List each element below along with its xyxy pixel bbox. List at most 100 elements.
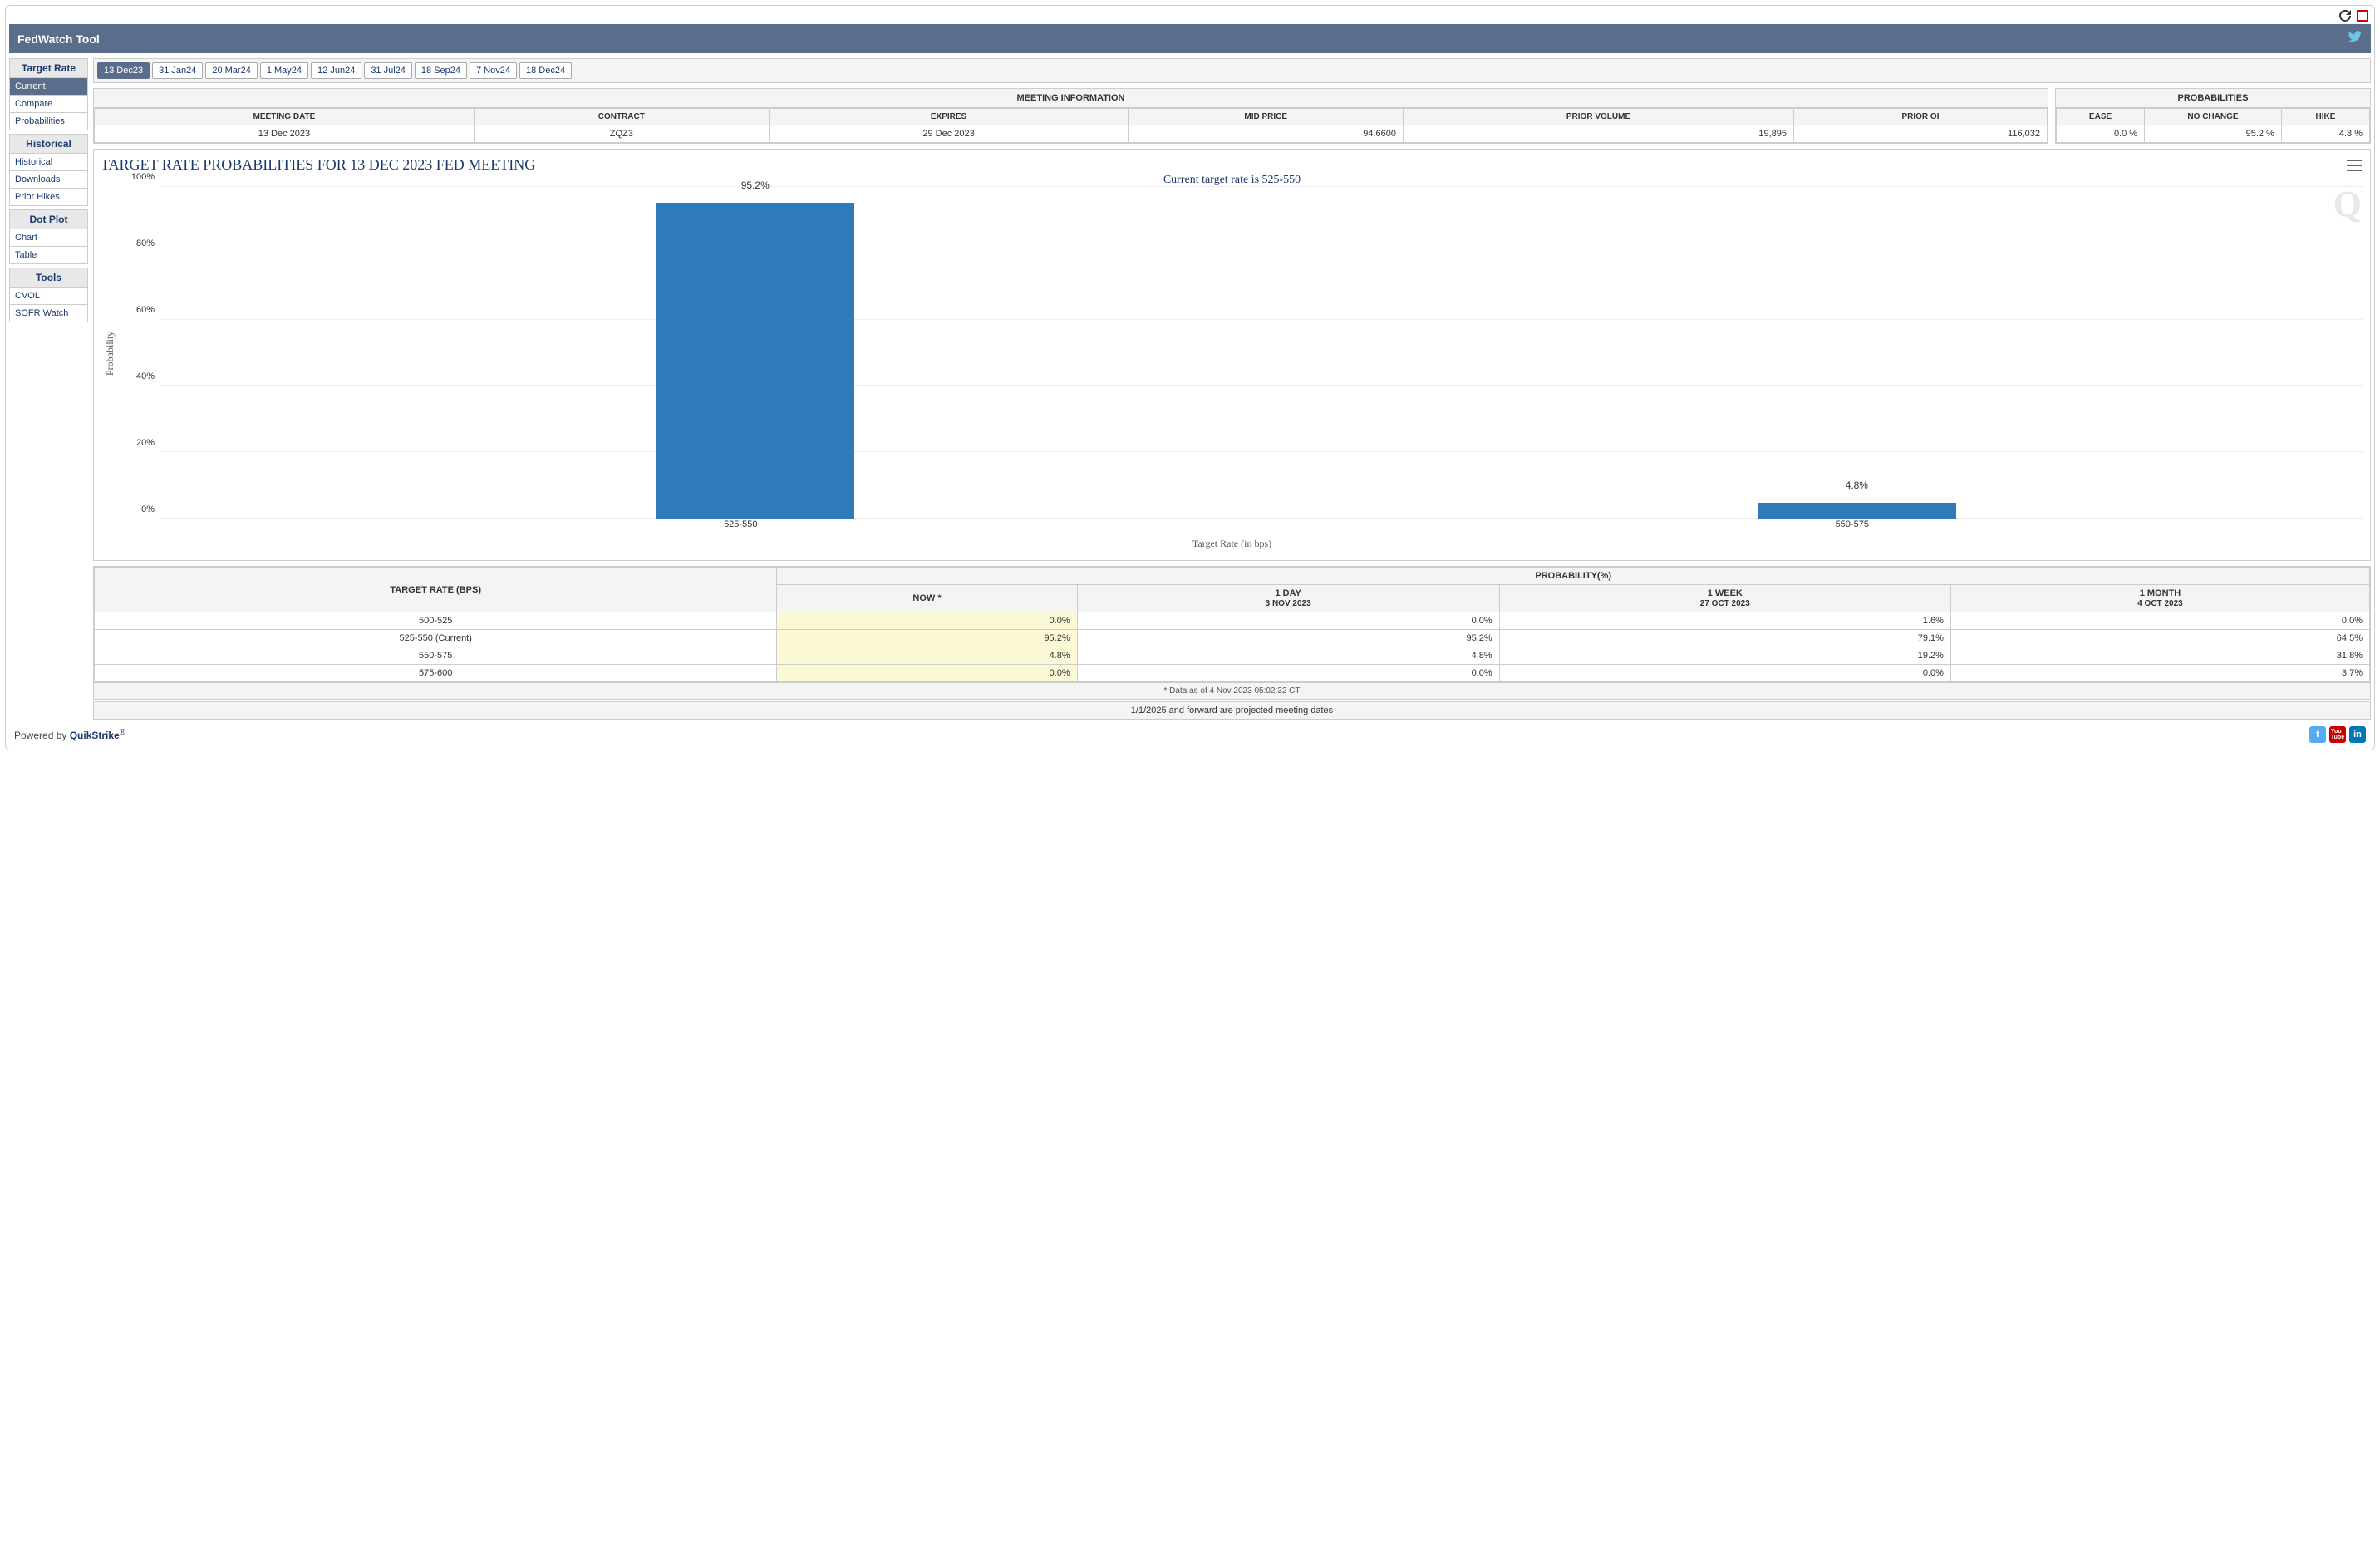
twitter-icon[interactable] (2348, 29, 2363, 48)
cell: 0.0% (777, 612, 1077, 630)
col-header: MEETING DATE (95, 109, 475, 125)
chart-xlabel: Target Rate (in bps) (101, 534, 2363, 553)
cell: 64.5% (1950, 630, 2369, 647)
cell: 0.0% (777, 665, 1077, 682)
cell: 0.0% (1077, 612, 1499, 630)
sidebar-item-current[interactable]: Current (9, 78, 88, 96)
tab-31jan24[interactable]: 31 Jan24 (152, 62, 203, 79)
meeting-info-title: MEETING INFORMATION (94, 89, 2048, 108)
sidebar-item-sofr-watch[interactable]: SOFR Watch (9, 305, 88, 322)
row-label: 500-525 (95, 612, 777, 630)
chart-bar (1758, 503, 1956, 519)
sidebar-item-downloads[interactable]: Downloads (9, 171, 88, 189)
cell: ZQZ3 (474, 125, 769, 143)
col-header: NOW * (777, 585, 1077, 612)
bar-value-label: 4.8% (1846, 479, 1868, 491)
sidebar-item-historical[interactable]: Historical (9, 154, 88, 171)
ytick: 60% (136, 305, 155, 315)
xtick: 550-575 (1836, 519, 1869, 529)
xtick: 525-550 (724, 519, 757, 529)
tab-18sep24[interactable]: 18 Sep24 (415, 62, 467, 79)
sidebar-item-compare[interactable]: Compare (9, 96, 88, 113)
chart-panel: TARGET RATE PROBABILITIES FOR 13 DEC 202… (93, 149, 2371, 561)
sidebar-header: Tools (9, 268, 88, 288)
table-footnote: * Data as of 4 Nov 2023 05:02:32 CT (94, 682, 2370, 699)
cell: 0.0 % (2057, 125, 2145, 143)
probability-table: TARGET RATE (BPS)PROBABILITY(%)NOW *1 DA… (93, 566, 2371, 700)
tab-12jun24[interactable]: 12 Jun24 (311, 62, 361, 79)
col-header: CONTRACT (474, 109, 769, 125)
twitter-social-icon[interactable]: t (2309, 726, 2326, 743)
col-header: HIKE (2281, 109, 2369, 125)
tab-20mar24[interactable]: 20 Mar24 (205, 62, 257, 79)
pdf-icon[interactable] (2356, 9, 2369, 22)
sidebar-header: Dot Plot (9, 209, 88, 229)
chart-bar (656, 203, 854, 519)
date-tabs: 13 Dec2331 Jan2420 Mar241 May2412 Jun243… (93, 58, 2371, 83)
projection-note: 1/1/2025 and forward are projected meeti… (93, 701, 2371, 720)
chart-menu-icon[interactable] (2345, 156, 2363, 173)
ytick: 80% (136, 238, 155, 248)
cell: 4.8% (777, 647, 1077, 665)
col-header: PROBABILITY(%) (777, 568, 2370, 585)
probabilities-panel: PROBABILITIES EASENO CHANGEHIKE0.0 %95.2… (2055, 88, 2371, 144)
app-title: FedWatch Tool (17, 32, 100, 46)
cell: 1.6% (1499, 612, 1950, 630)
ytick: 40% (136, 371, 155, 381)
cell: 4.8% (1077, 647, 1499, 665)
row-label: 550-575 (95, 647, 777, 665)
cell: 95.2% (777, 630, 1077, 647)
titlebar: FedWatch Tool (9, 24, 2371, 53)
cell: 0.0% (1950, 612, 2369, 630)
sidebar-item-table[interactable]: Table (9, 247, 88, 264)
cell: 3.7% (1950, 665, 2369, 682)
tab-1may24[interactable]: 1 May24 (260, 62, 308, 79)
meeting-info-panel: MEETING INFORMATION MEETING DATECONTRACT… (93, 88, 2048, 144)
refresh-icon[interactable] (2338, 9, 2352, 22)
probabilities-title: PROBABILITIES (2056, 89, 2370, 108)
tab-7nov24[interactable]: 7 Nov24 (470, 62, 517, 79)
cell: 116,032 (1794, 125, 2048, 143)
cell: 19,895 (1404, 125, 1794, 143)
row-label: 575-600 (95, 665, 777, 682)
cell: 95.2 % (2145, 125, 2282, 143)
cell: 4.8 % (2281, 125, 2369, 143)
sidebar-item-chart[interactable]: Chart (9, 229, 88, 247)
chart-ylabel: Probability (101, 187, 120, 519)
footer-prefix: Powered by (14, 730, 70, 741)
col-header: MID PRICE (1129, 109, 1404, 125)
col-header: TARGET RATE (BPS) (95, 568, 777, 612)
chart-plot: 95.2%4.8% (160, 187, 2363, 519)
col-header: 1 DAY3 NOV 2023 (1077, 585, 1499, 612)
cell: 19.2% (1499, 647, 1950, 665)
row-label: 525-550 (Current) (95, 630, 777, 647)
chart-subtitle: Current target rate is 525-550 (101, 174, 2363, 187)
col-header: PRIOR OI (1794, 109, 2048, 125)
sidebar-item-cvol[interactable]: CVOL (9, 288, 88, 305)
bar-value-label: 95.2% (741, 179, 770, 191)
cell: 0.0% (1499, 665, 1950, 682)
cell: 94.6600 (1129, 125, 1404, 143)
chart-title: TARGET RATE PROBABILITIES FOR 13 DEC 202… (101, 156, 2363, 174)
cell: 31.8% (1950, 647, 2369, 665)
cell: 95.2% (1077, 630, 1499, 647)
sidebar: Target RateCurrentCompareProbabilities Hi… (9, 58, 88, 720)
col-header: EXPIRES (769, 109, 1129, 125)
sidebar-item-prior-hikes[interactable]: Prior Hikes (9, 189, 88, 206)
youtube-social-icon[interactable]: YouTube (2329, 726, 2346, 743)
col-header: PRIOR VOLUME (1404, 109, 1794, 125)
ytick: 20% (136, 438, 155, 448)
sidebar-header: Historical (9, 134, 88, 154)
tab-18dec24[interactable]: 18 Dec24 (519, 62, 572, 79)
col-header: 1 MONTH4 OCT 2023 (1950, 585, 2369, 612)
tab-31jul24[interactable]: 31 Jul24 (364, 62, 412, 79)
ytick: 100% (131, 172, 155, 182)
sidebar-item-probabilities[interactable]: Probabilities (9, 113, 88, 130)
linkedin-social-icon[interactable]: in (2349, 726, 2366, 743)
cell: 29 Dec 2023 (769, 125, 1129, 143)
cell: 0.0% (1077, 665, 1499, 682)
tab-13dec23[interactable]: 13 Dec23 (97, 62, 150, 79)
cell: 79.1% (1499, 630, 1950, 647)
col-header: EASE (2057, 109, 2145, 125)
sidebar-header: Target Rate (9, 58, 88, 78)
